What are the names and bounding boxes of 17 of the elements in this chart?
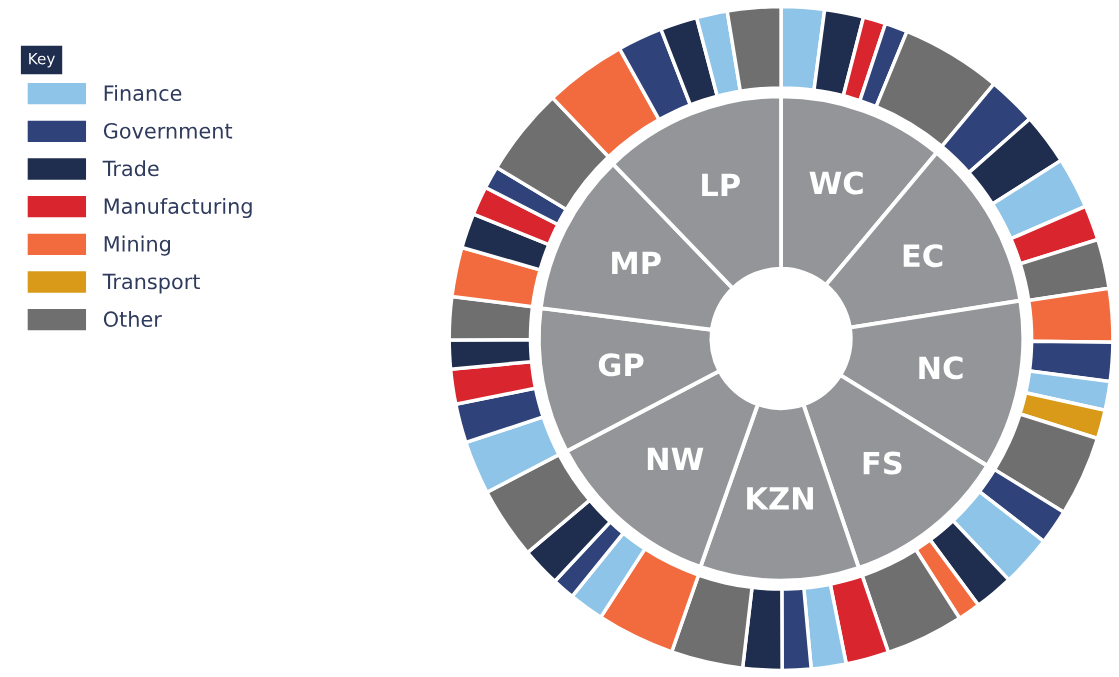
slice-label: GP <box>598 353 644 377</box>
legend-label: Mining <box>104 235 170 256</box>
slice-label: NC <box>919 356 963 380</box>
legend-label: Other <box>103 310 162 328</box>
slice-label: FS <box>863 451 902 475</box>
slice-label: WC <box>809 171 863 195</box>
legend-label: Finance <box>104 84 182 102</box>
slice-label: KZN <box>747 487 813 510</box>
legend-label: Government <box>103 122 233 139</box>
legend-title: Key <box>29 53 55 68</box>
slice-label: NW <box>647 447 704 470</box>
slice-label: EC <box>903 244 943 268</box>
legend-label: Manufacturing <box>104 197 252 219</box>
slice-label: LP <box>702 173 740 197</box>
legend-label: Transport <box>102 273 200 294</box>
legend-label: Trade <box>102 160 159 177</box>
slice-label: MP <box>612 251 661 275</box>
